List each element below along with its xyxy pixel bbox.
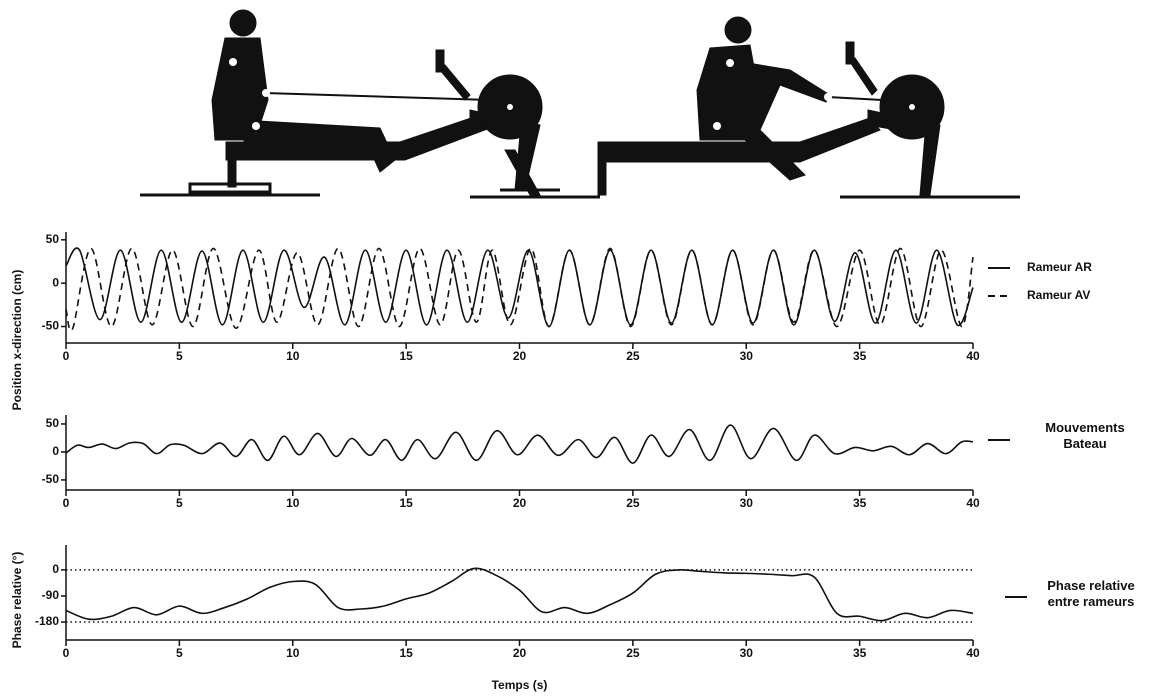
x-tick-label: 20 bbox=[513, 646, 527, 660]
x-tick-label: 10 bbox=[286, 349, 300, 363]
x-tick-label: 35 bbox=[853, 646, 867, 660]
x-tick-label: 20 bbox=[513, 496, 527, 510]
x-tick-label: 15 bbox=[399, 646, 413, 660]
y-tick-label: 50 bbox=[46, 416, 60, 430]
x-tick-label: 20 bbox=[513, 349, 527, 363]
x-tick-label: 35 bbox=[853, 496, 867, 510]
y-tick-label: 0 bbox=[52, 275, 59, 289]
x-tick-label: 30 bbox=[740, 646, 754, 660]
x-tick-label: 5 bbox=[176, 349, 183, 363]
legend-label: Mouvements Bateau bbox=[1030, 420, 1140, 452]
x-tick-label: 10 bbox=[286, 496, 300, 510]
x-axis-label: Temps (s) bbox=[492, 678, 548, 692]
x-tick-label: 5 bbox=[176, 496, 183, 510]
x-tick-label: 30 bbox=[740, 349, 754, 363]
x-tick-label: 40 bbox=[966, 646, 980, 660]
y-axis-label: Phase relative (°) bbox=[10, 552, 24, 649]
y-tick-label: -50 bbox=[42, 472, 60, 486]
x-tick-label: 0 bbox=[63, 349, 70, 363]
y-tick-label: -180 bbox=[35, 614, 59, 628]
x-tick-label: 10 bbox=[286, 646, 300, 660]
y-axis-label: Position x-direction (cm) bbox=[10, 270, 24, 411]
series-line bbox=[66, 425, 973, 463]
legend-label: Phase relative entre rameurs bbox=[1032, 578, 1150, 610]
series-line bbox=[66, 568, 973, 620]
x-tick-label: 25 bbox=[626, 349, 640, 363]
x-tick-label: 0 bbox=[63, 646, 70, 660]
rowing-illustration bbox=[140, 10, 1020, 197]
x-tick-label: 15 bbox=[399, 496, 413, 510]
y-tick-label: 0 bbox=[52, 444, 59, 458]
legend-label: Rameur AV bbox=[1027, 288, 1090, 302]
x-tick-label: 15 bbox=[399, 349, 413, 363]
figure: 500-500510152025303540Rameur ARRameur AV… bbox=[0, 0, 1156, 700]
y-tick-label: -90 bbox=[42, 588, 60, 602]
x-tick-label: 25 bbox=[626, 646, 640, 660]
x-tick-label: 35 bbox=[853, 349, 867, 363]
x-tick-label: 5 bbox=[176, 646, 183, 660]
x-tick-label: 40 bbox=[966, 496, 980, 510]
x-tick-label: 0 bbox=[63, 496, 70, 510]
y-tick-label: -50 bbox=[42, 319, 60, 333]
x-tick-label: 25 bbox=[626, 496, 640, 510]
chart: 500-500510152025303540Rameur ARRameur AV… bbox=[0, 0, 1156, 700]
y-tick-label: 0 bbox=[52, 562, 59, 576]
series-line bbox=[66, 248, 973, 326]
legend-label: Rameur AR bbox=[1027, 260, 1092, 274]
x-tick-label: 40 bbox=[966, 349, 980, 363]
x-tick-label: 30 bbox=[740, 496, 754, 510]
y-tick-label: 50 bbox=[46, 232, 60, 246]
